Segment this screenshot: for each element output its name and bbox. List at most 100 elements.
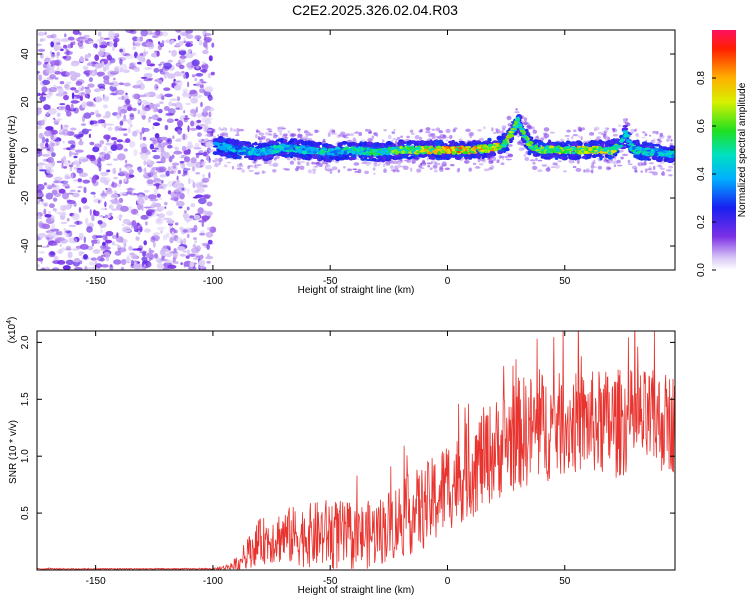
spectral-noise-blob xyxy=(79,56,85,63)
spectral-noise-blob xyxy=(110,81,119,88)
spectral-noise-blob xyxy=(121,223,126,227)
spectral-noise-blob xyxy=(136,54,145,61)
spectral-noise-blob xyxy=(87,267,96,270)
spectral-noise-blob xyxy=(101,195,106,199)
spectral-band-blob xyxy=(301,154,307,157)
spectral-noise-blob xyxy=(68,150,72,157)
spectral-noise-blob xyxy=(141,256,148,262)
spectral-halo-blob xyxy=(450,163,455,167)
spectral-noise-blob xyxy=(84,59,89,61)
spectral-halo-blob xyxy=(354,170,359,173)
spectral-noise-blob xyxy=(100,264,109,268)
spectral-noise-blob xyxy=(164,201,168,206)
spectral-band-blob xyxy=(472,153,478,156)
spectral-halo-blob xyxy=(360,139,366,142)
spectral-noise-blob xyxy=(58,105,62,110)
spectral-noise-blob xyxy=(185,30,193,34)
spectral-noise-blob xyxy=(69,164,74,168)
spectral-halo-blob xyxy=(474,166,481,169)
spectral-halo-blob xyxy=(503,127,506,131)
spectral-ridge-blob xyxy=(632,145,635,147)
spectral-band-blob xyxy=(338,157,346,161)
spectral-noise-blob xyxy=(77,178,83,183)
spectral-noise-blob xyxy=(95,63,98,71)
spectral-noise-blob xyxy=(139,250,148,254)
spectral-noise-blob xyxy=(75,72,81,78)
spectral-noise-blob xyxy=(174,80,177,84)
spectral-noise-blob xyxy=(170,103,177,107)
spectral-noise-blob xyxy=(124,104,132,107)
spectral-noise-blob xyxy=(184,156,191,163)
spectral-halo-blob xyxy=(382,163,386,168)
spectral-noise-blob xyxy=(205,256,214,260)
spectral-halo-blob xyxy=(365,128,369,132)
spectral-noise-blob xyxy=(40,198,44,202)
spectral-ridge-blob xyxy=(571,151,576,155)
spectral-noise-blob xyxy=(117,96,122,100)
spectral-halo-blob xyxy=(231,165,235,170)
spectral-noise-blob xyxy=(133,67,141,72)
spectral-noise-blob xyxy=(142,260,149,264)
spectral-noise-blob xyxy=(183,74,187,79)
spectral-noise-blob xyxy=(42,94,45,98)
spectral-halo-blob xyxy=(514,111,520,114)
spectral-noise-blob xyxy=(37,200,40,205)
spectral-halo-blob xyxy=(572,160,575,164)
spectral-noise-blob xyxy=(165,170,170,177)
spectral-noise-blob xyxy=(88,261,96,266)
spectral-halo-blob xyxy=(352,168,357,170)
spectral-noise-blob xyxy=(164,259,171,264)
spectral-noise-blob xyxy=(41,153,51,157)
spectral-noise-blob xyxy=(193,224,198,232)
spectral-noise-blob xyxy=(84,86,90,90)
spectral-noise-blob xyxy=(127,118,132,125)
spectral-noise-blob xyxy=(162,267,170,270)
spectral-noise-blob xyxy=(77,190,81,193)
spectral-noise-blob xyxy=(48,87,58,93)
spectral-noise-blob xyxy=(37,216,43,220)
spectral-noise-blob xyxy=(94,143,102,148)
spectral-noise-blob xyxy=(149,198,159,202)
spectral-noise-blob xyxy=(139,52,144,57)
spectral-halo-blob xyxy=(536,135,539,139)
spectral-noise-blob xyxy=(81,85,84,91)
spectral-noise-blob xyxy=(108,41,113,47)
spectral-noise-blob xyxy=(167,190,172,195)
spectral-ridge-blob xyxy=(562,147,567,149)
spectral-halo-blob xyxy=(425,127,431,131)
spectral-noise-blob xyxy=(91,242,94,247)
spectral-noise-blob xyxy=(141,146,148,154)
spectral-noise-blob xyxy=(91,160,97,164)
spectral-halo-blob xyxy=(236,167,243,170)
spectral-halo-blob xyxy=(339,131,346,136)
spectral-noise-blob xyxy=(127,187,133,194)
spectral-halo-blob xyxy=(452,128,456,133)
spectral-noise-blob xyxy=(51,152,56,158)
spectral-band-blob xyxy=(587,154,592,159)
spectral-noise-blob xyxy=(56,112,61,118)
spectral-halo-blob xyxy=(661,170,665,175)
spectral-noise-blob xyxy=(103,134,111,140)
spectral-halo-blob xyxy=(236,131,240,135)
spectral-band-blob xyxy=(374,142,378,148)
spectral-ridge-blob xyxy=(305,147,310,150)
spectral-noise-blob xyxy=(185,42,194,47)
spectral-halo-blob xyxy=(306,161,310,166)
spectral-noise-blob xyxy=(67,36,75,41)
spectral-noise-blob xyxy=(175,237,183,244)
spectral-band-blob xyxy=(222,138,227,142)
spectral-halo-blob xyxy=(345,133,351,137)
spectral-halo-blob xyxy=(640,162,647,166)
spectral-noise-blob xyxy=(119,237,124,243)
spectral-noise-blob xyxy=(152,232,160,236)
spectral-halo-blob xyxy=(418,129,422,133)
spectral-noise-blob xyxy=(174,229,178,234)
spectral-noise-blob xyxy=(46,111,49,116)
spectral-band-blob xyxy=(487,137,492,142)
spectral-noise-blob xyxy=(144,67,153,70)
spectral-band-blob xyxy=(246,144,250,147)
spectral-noise-blob xyxy=(81,251,85,255)
spectral-noise-blob xyxy=(136,212,139,216)
spectral-halo-blob xyxy=(550,166,556,168)
spectral-noise-blob xyxy=(202,151,208,157)
